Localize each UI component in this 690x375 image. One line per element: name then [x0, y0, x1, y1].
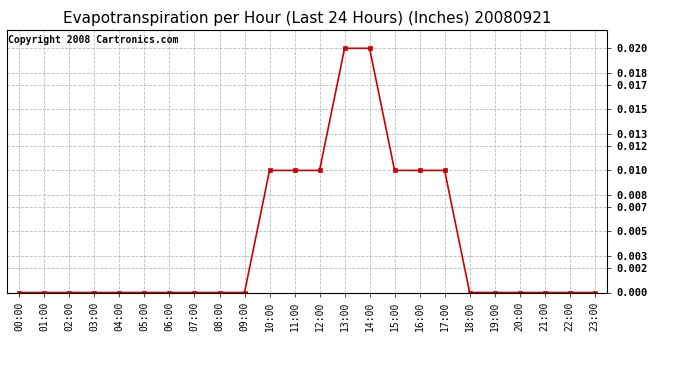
Text: Copyright 2008 Cartronics.com: Copyright 2008 Cartronics.com: [8, 35, 179, 45]
Title: Evapotranspiration per Hour (Last 24 Hours) (Inches) 20080921: Evapotranspiration per Hour (Last 24 Hou…: [63, 11, 551, 26]
